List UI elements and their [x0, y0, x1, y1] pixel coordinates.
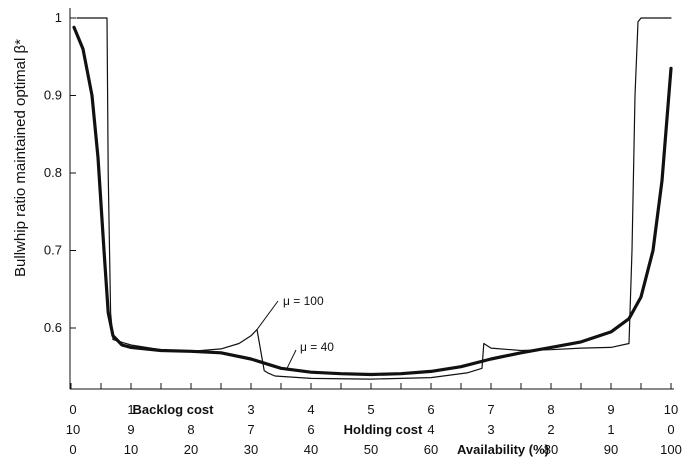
annotations: μ = 100 μ = 40	[256, 294, 334, 369]
y-axis-label: Bullwhip ratio maintained optimal β*	[12, 39, 29, 277]
x-tick-label: 0	[667, 422, 674, 437]
x-tick-label: 5	[367, 402, 374, 417]
x-tick-label: 2	[547, 422, 554, 437]
x-tick-label: 10	[66, 422, 80, 437]
x-tick-label: 0	[69, 442, 76, 457]
x-tick-label: 40	[304, 442, 318, 457]
x-tick-label: 80	[544, 442, 558, 457]
series-lines	[72, 17, 673, 380]
annotation-mu-40: μ = 40	[300, 340, 334, 354]
y-tick-label: 0.8	[44, 165, 62, 180]
x-tick-label: 50	[364, 442, 378, 457]
x-tick-label: 4	[427, 422, 434, 437]
x-tick-label: 9	[607, 402, 614, 417]
annotation-leader-mu-100	[256, 300, 279, 330]
x-tick-label: 3	[247, 402, 254, 417]
x-tick-label: 10	[124, 442, 138, 457]
x-tick-label: 3	[487, 422, 494, 437]
x-tick-label: 8	[547, 402, 554, 417]
x-axis-label: Backlog cost	[133, 402, 215, 417]
y-tick-label: 0.9	[44, 88, 62, 103]
x-tick-label: 60	[424, 442, 438, 457]
y-axis: 1 0.9 0.8 0.7 0.6	[44, 8, 76, 389]
x-tick-label: 30	[244, 442, 258, 457]
x-tick-label: 1	[607, 422, 614, 437]
x-tick-label: 1	[127, 402, 134, 417]
y-tick-label: 0.7	[44, 243, 62, 258]
x-axis-label: Holding cost	[344, 422, 423, 437]
x-axis-label: Availability (%)	[457, 442, 549, 457]
x-tick-label: 7	[487, 402, 494, 417]
annotation-leader-mu-40	[286, 349, 297, 369]
x-tick-label: 10	[664, 402, 678, 417]
x-tick-label: 20	[184, 442, 198, 457]
x-tick-label: 4	[307, 402, 314, 417]
x-tick-label: 8	[187, 422, 194, 437]
x-tick-label: 9	[127, 422, 134, 437]
y-tick-label: 0.6	[44, 320, 62, 335]
x-tick-label: 6	[307, 422, 314, 437]
series-line-mu-100	[76, 17, 672, 380]
x-tick-label: 0	[69, 402, 76, 417]
y-tick-label: 1	[55, 10, 62, 25]
x-tick-label: 7	[247, 422, 254, 437]
series-line-mu-40	[72, 25, 673, 377]
x-tick-label: 90	[604, 442, 618, 457]
x-tick-label: 6	[427, 402, 434, 417]
annotation-mu-100: μ = 100	[283, 294, 324, 308]
x-tick-label: 100	[660, 442, 682, 457]
